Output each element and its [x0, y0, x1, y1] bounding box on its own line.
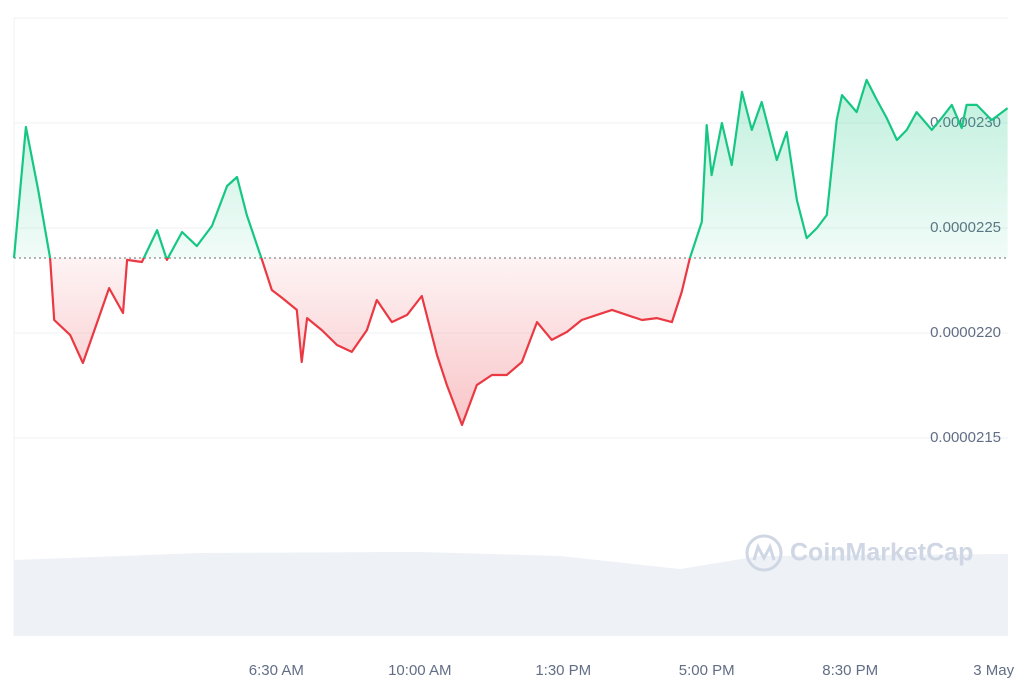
price-area	[14, 79, 1008, 426]
watermark: CoinMarketCap	[790, 539, 973, 567]
volume-area	[14, 552, 1008, 636]
x-tick-label: 3 May	[973, 662, 1014, 679]
x-tick-label: 1:30 PM	[535, 662, 591, 679]
x-tick-label: 6:30 AM	[249, 662, 304, 679]
watermark-logo-mark	[752, 543, 776, 562]
y-tick-label: 0.0000220	[930, 324, 1001, 341]
y-tick-label: 0.0000215	[930, 429, 1001, 446]
x-tick-label: 5:00 PM	[679, 662, 735, 679]
x-tick-label: 8:30 PM	[822, 662, 878, 679]
price-line	[12, 78, 1009, 427]
x-tick-label: 10:00 AM	[388, 662, 451, 679]
watermark-logo	[745, 534, 783, 572]
